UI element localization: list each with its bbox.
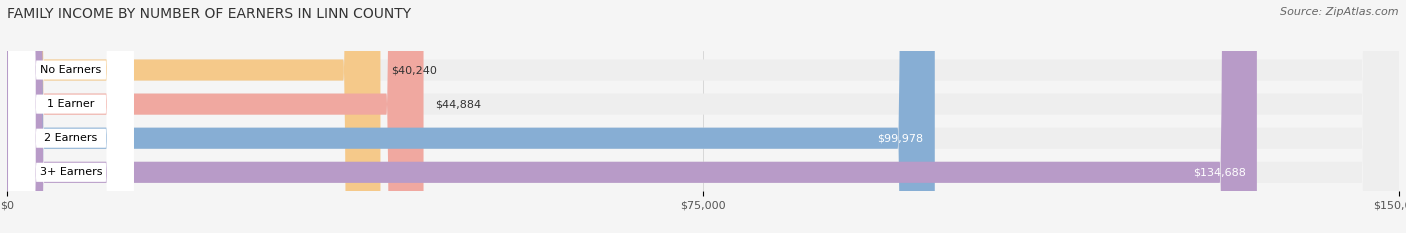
FancyBboxPatch shape [8, 0, 134, 233]
FancyBboxPatch shape [7, 0, 935, 233]
FancyBboxPatch shape [7, 0, 1399, 233]
FancyBboxPatch shape [7, 0, 1399, 233]
FancyBboxPatch shape [7, 0, 423, 233]
Text: 1 Earner: 1 Earner [48, 99, 94, 109]
FancyBboxPatch shape [8, 0, 134, 233]
Text: Source: ZipAtlas.com: Source: ZipAtlas.com [1281, 7, 1399, 17]
FancyBboxPatch shape [7, 0, 381, 233]
Text: 2 Earners: 2 Earners [45, 133, 97, 143]
Text: $40,240: $40,240 [392, 65, 437, 75]
FancyBboxPatch shape [8, 0, 134, 233]
FancyBboxPatch shape [7, 0, 1257, 233]
Text: 3+ Earners: 3+ Earners [39, 167, 103, 177]
Text: $134,688: $134,688 [1192, 167, 1246, 177]
Text: No Earners: No Earners [41, 65, 101, 75]
Text: $44,884: $44,884 [434, 99, 481, 109]
Text: FAMILY INCOME BY NUMBER OF EARNERS IN LINN COUNTY: FAMILY INCOME BY NUMBER OF EARNERS IN LI… [7, 7, 411, 21]
FancyBboxPatch shape [8, 0, 134, 233]
Text: $99,978: $99,978 [877, 133, 924, 143]
FancyBboxPatch shape [7, 0, 1399, 233]
FancyBboxPatch shape [7, 0, 1399, 233]
